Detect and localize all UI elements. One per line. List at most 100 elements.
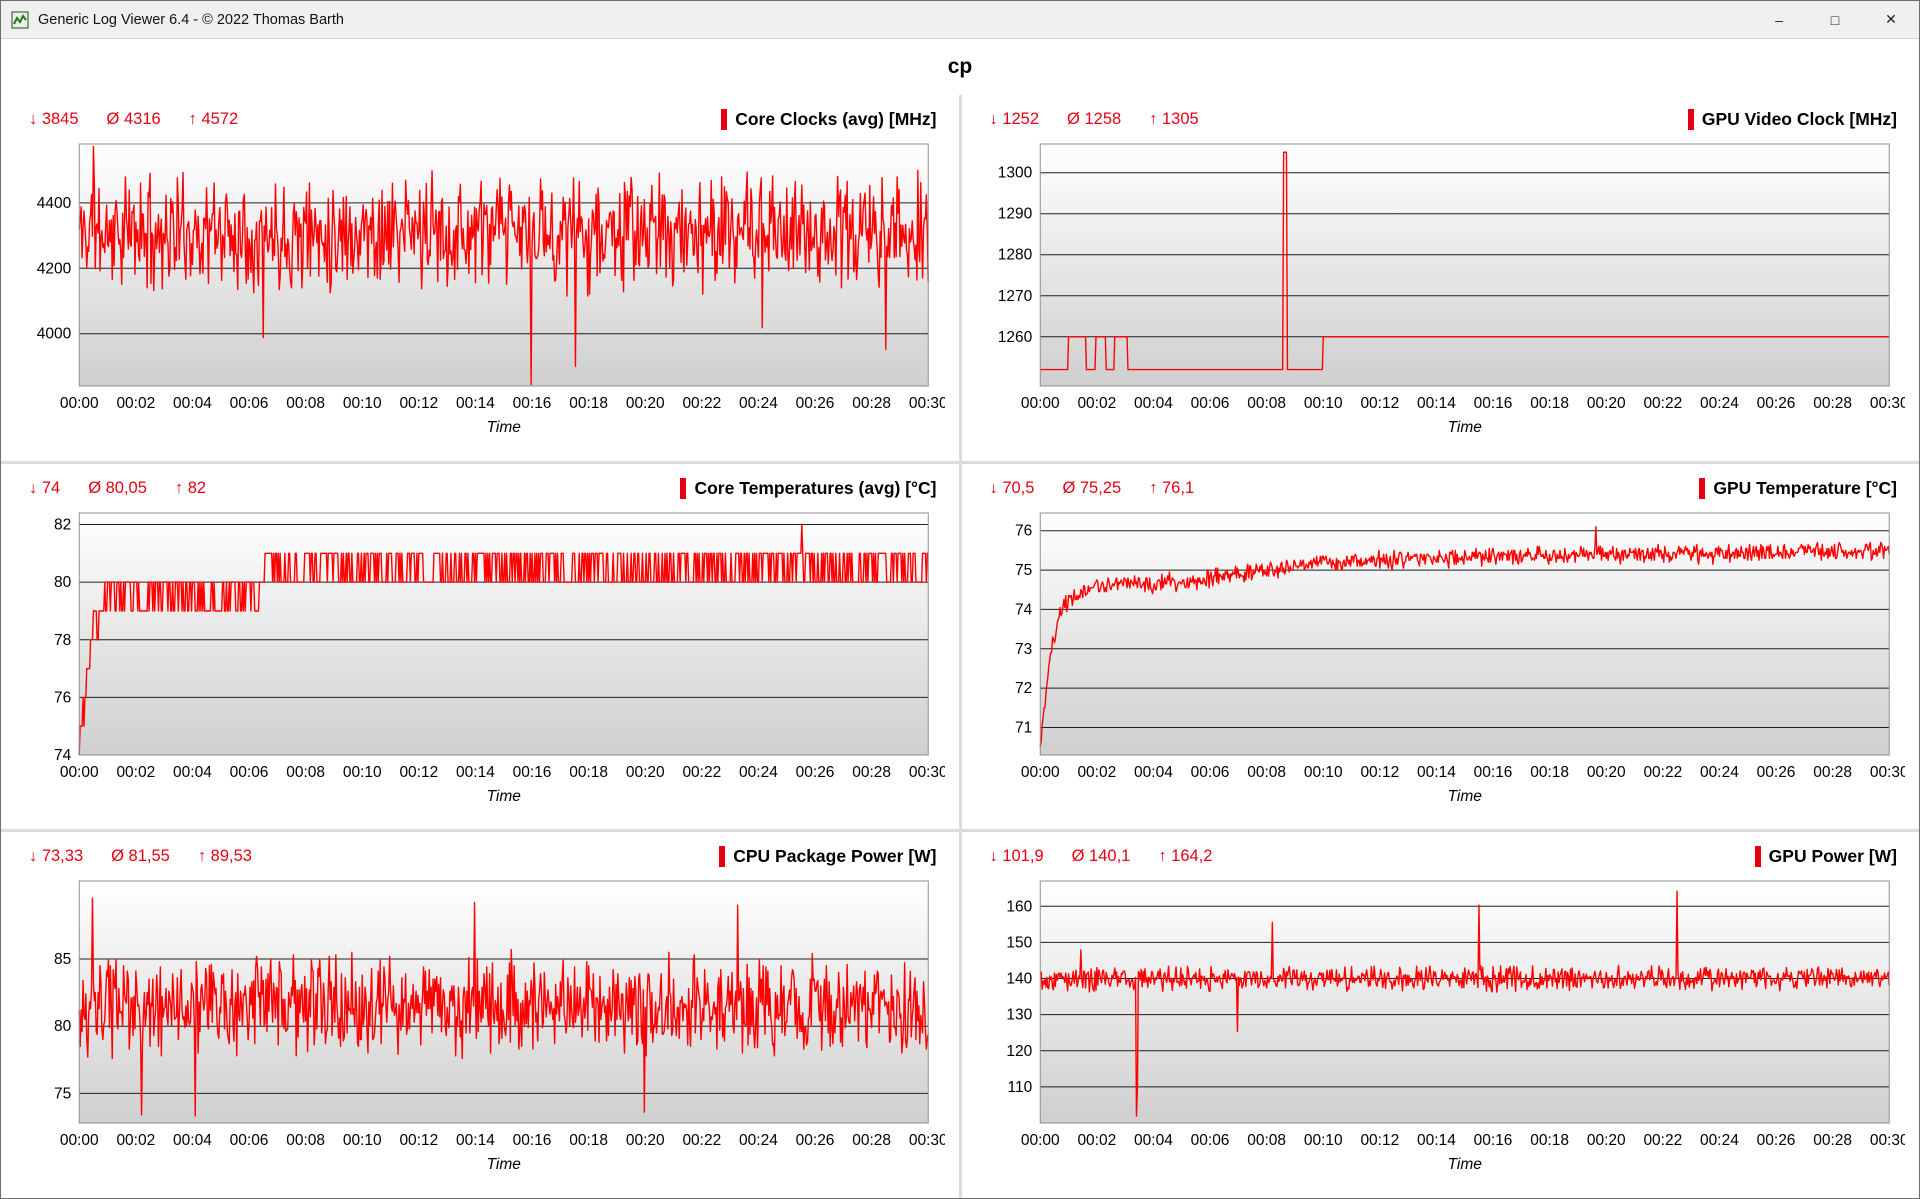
y-tick-label: 1280 [997,247,1032,264]
chart-stats-cpu-package-power: ↓ 73,33 Ø 81,55 ↑ 89,53 [29,847,252,866]
y-tick-label: 4200 [37,260,72,277]
chart-title-marker-icon [1754,846,1761,868]
maximize-button[interactable]: □ [1807,1,1863,38]
y-tick-label: 78 [54,631,71,648]
chart-title-core-temperatures: Core Temperatures (avg) [°C] [680,477,937,499]
x-tick-label: 00:22 [682,1132,721,1149]
x-tick-label: 00:10 [1303,764,1342,781]
x-tick-label: 00:00 [60,395,99,412]
chart-panel-gpu-temperature: ↓ 70,5 Ø 75,25 ↑ 76,1 GPU Temperature [°C] 7… [961,463,1919,830]
close-button[interactable]: ✕ [1863,1,1919,38]
window-title: Generic Log Viewer 6.4 - © 2022 Thomas B… [38,11,344,28]
x-tick-label: 00:10 [1303,395,1342,412]
x-tick-label: 00:18 [1530,764,1569,781]
y-tick-label: 73 [1015,640,1032,657]
minimize-button[interactable]: – [1751,1,1807,38]
y-tick-label: 4400 [37,195,72,212]
x-tick-label: 00:04 [173,764,212,781]
x-tick-label: 00:06 [1190,395,1229,412]
x-tick-label: 00:10 [343,1132,382,1149]
y-tick-label: 85 [54,951,71,968]
chart-stat-max: ↑ 4572 [188,110,239,128]
x-tick-label: 00:30 [1869,395,1905,412]
series-line-cpu-package-power [78,897,929,1117]
chart-stat-min: ↓ 1252 [989,110,1040,128]
x-tick-label: 00:26 [796,764,835,781]
x-tick-label: 00:22 [682,764,721,781]
chart-stat-avg: Ø 1258 [1067,110,1122,128]
chart-panel-core-temperatures: ↓ 74 Ø 80,05 ↑ 82 Core Temperatures (avg) [… [1,463,959,830]
chart-plot-core-clocks: 4000 4200 4400 00:00 00:02 00:04 00:06 00:08 00:… [37,143,945,436]
x-tick-label: 00:30 [1869,764,1905,781]
chart-title-marker-icon [680,477,687,499]
x-tick-label: 00:04 [173,1132,212,1149]
x-tick-label: 00:26 [1756,1132,1795,1149]
x-tick-label: 00:04 [173,395,212,412]
x-axis-label: Time [487,1156,522,1173]
chart-stat-avg: Ø 81,55 [111,847,170,866]
x-tick-label: 00:10 [343,764,382,781]
x-tick-label: 00:00 [1020,1132,1059,1149]
x-tick-label: 00:24 [739,395,778,412]
y-tick-label: 130 [1006,1007,1032,1024]
chart-title-gpu-power: GPU Power [W] [1754,846,1897,868]
x-tick-label: 00:28 [1813,395,1852,412]
chart-plot-gpu-power: 110 120 130 140 150 160 00:00 00:02 00:04 00:06 00… [1006,880,1905,1173]
x-tick-label: 00:20 [1586,764,1625,781]
y-tick-label: 140 [1006,971,1032,988]
chart-title-cpu-package-power: CPU Package Power [W] [719,846,937,868]
x-tick-label: 00:04 [1134,764,1173,781]
x-tick-label: 00:22 [682,395,721,412]
x-tick-label: 00:04 [1134,395,1173,412]
chart-plot-core-temperatures: 74 76 78 80 82 00:00 00:02 00:04 00:06 00:08 00:10… [54,512,945,805]
x-tick-label: 00:02 [116,395,155,412]
chart-title-marker-icon [721,109,728,130]
chart-title-marker-icon [719,846,726,868]
x-tick-label: 00:12 [1360,395,1399,412]
x-tick-label: 00:06 [230,764,269,781]
y-tick-label: 1300 [997,165,1032,182]
chart-stats-core-clocks: ↓ 3845 Ø 4316 ↑ 4572 [29,110,238,129]
x-tick-label: 00:30 [909,1132,945,1149]
x-tick-label: 00:14 [456,1132,495,1149]
x-tick-label: 00:16 [513,764,552,781]
x-tick-label: 00:12 [399,764,438,781]
chart-stats-gpu-power: ↓ 101,9 Ø 140,1 ↑ 164,2 [990,847,1213,866]
x-tick-label: 00:10 [1303,1132,1342,1149]
x-tick-label: 00:08 [286,395,325,412]
x-tick-label: 00:24 [1700,395,1739,412]
y-tick-label: 71 [1015,719,1032,736]
x-tick-label: 00:14 [456,395,495,412]
x-tick-label: 00:26 [796,1132,835,1149]
app-icon [11,11,29,29]
chart-stat-max: ↑ 89,53 [197,847,252,866]
x-tick-label: 00:12 [399,1132,438,1149]
x-tick-label: 00:22 [1643,395,1682,412]
y-tick-label: 160 [1006,899,1032,916]
x-tick-label: 00:14 [1417,764,1456,781]
x-tick-label: 00:08 [1247,1132,1286,1149]
x-tick-label: 00:02 [1077,395,1116,412]
charts-grid: ↓ 3845 Ø 4316 ↑ 4572 Core Clocks (avg) [MHz… [1,95,1919,1198]
x-tick-label: 00:30 [909,764,945,781]
chart-title-text: GPU Video Clock [MHz] [1701,109,1897,129]
x-tick-label: 00:18 [1530,395,1569,412]
chart-title-gpu-video-clock: GPU Video Clock [MHz] [1687,109,1897,130]
x-tick-label: 00:18 [569,395,608,412]
x-tick-label: 00:08 [286,1132,325,1149]
x-tick-label: 00:02 [116,1132,155,1149]
x-tick-label: 00:18 [569,1132,608,1149]
x-tick-label: 00:28 [1813,764,1852,781]
x-tick-label: 00:04 [1134,1132,1173,1149]
chart-title-marker-icon [1699,477,1706,499]
x-tick-label: 00:00 [60,1132,99,1149]
chart-stats-gpu-temperature: ↓ 70,5 Ø 75,25 ↑ 76,1 [990,479,1195,498]
x-tick-label: 00:18 [1530,1132,1569,1149]
chart-title-marker-icon [1687,109,1694,130]
y-tick-label: 4000 [37,326,72,343]
chart-title-text: Core Temperatures (avg) [°C] [694,477,937,498]
series-line-gpu-video-clock [1039,151,1889,371]
x-tick-label: 00:20 [626,764,665,781]
y-tick-label: 1290 [997,206,1032,223]
